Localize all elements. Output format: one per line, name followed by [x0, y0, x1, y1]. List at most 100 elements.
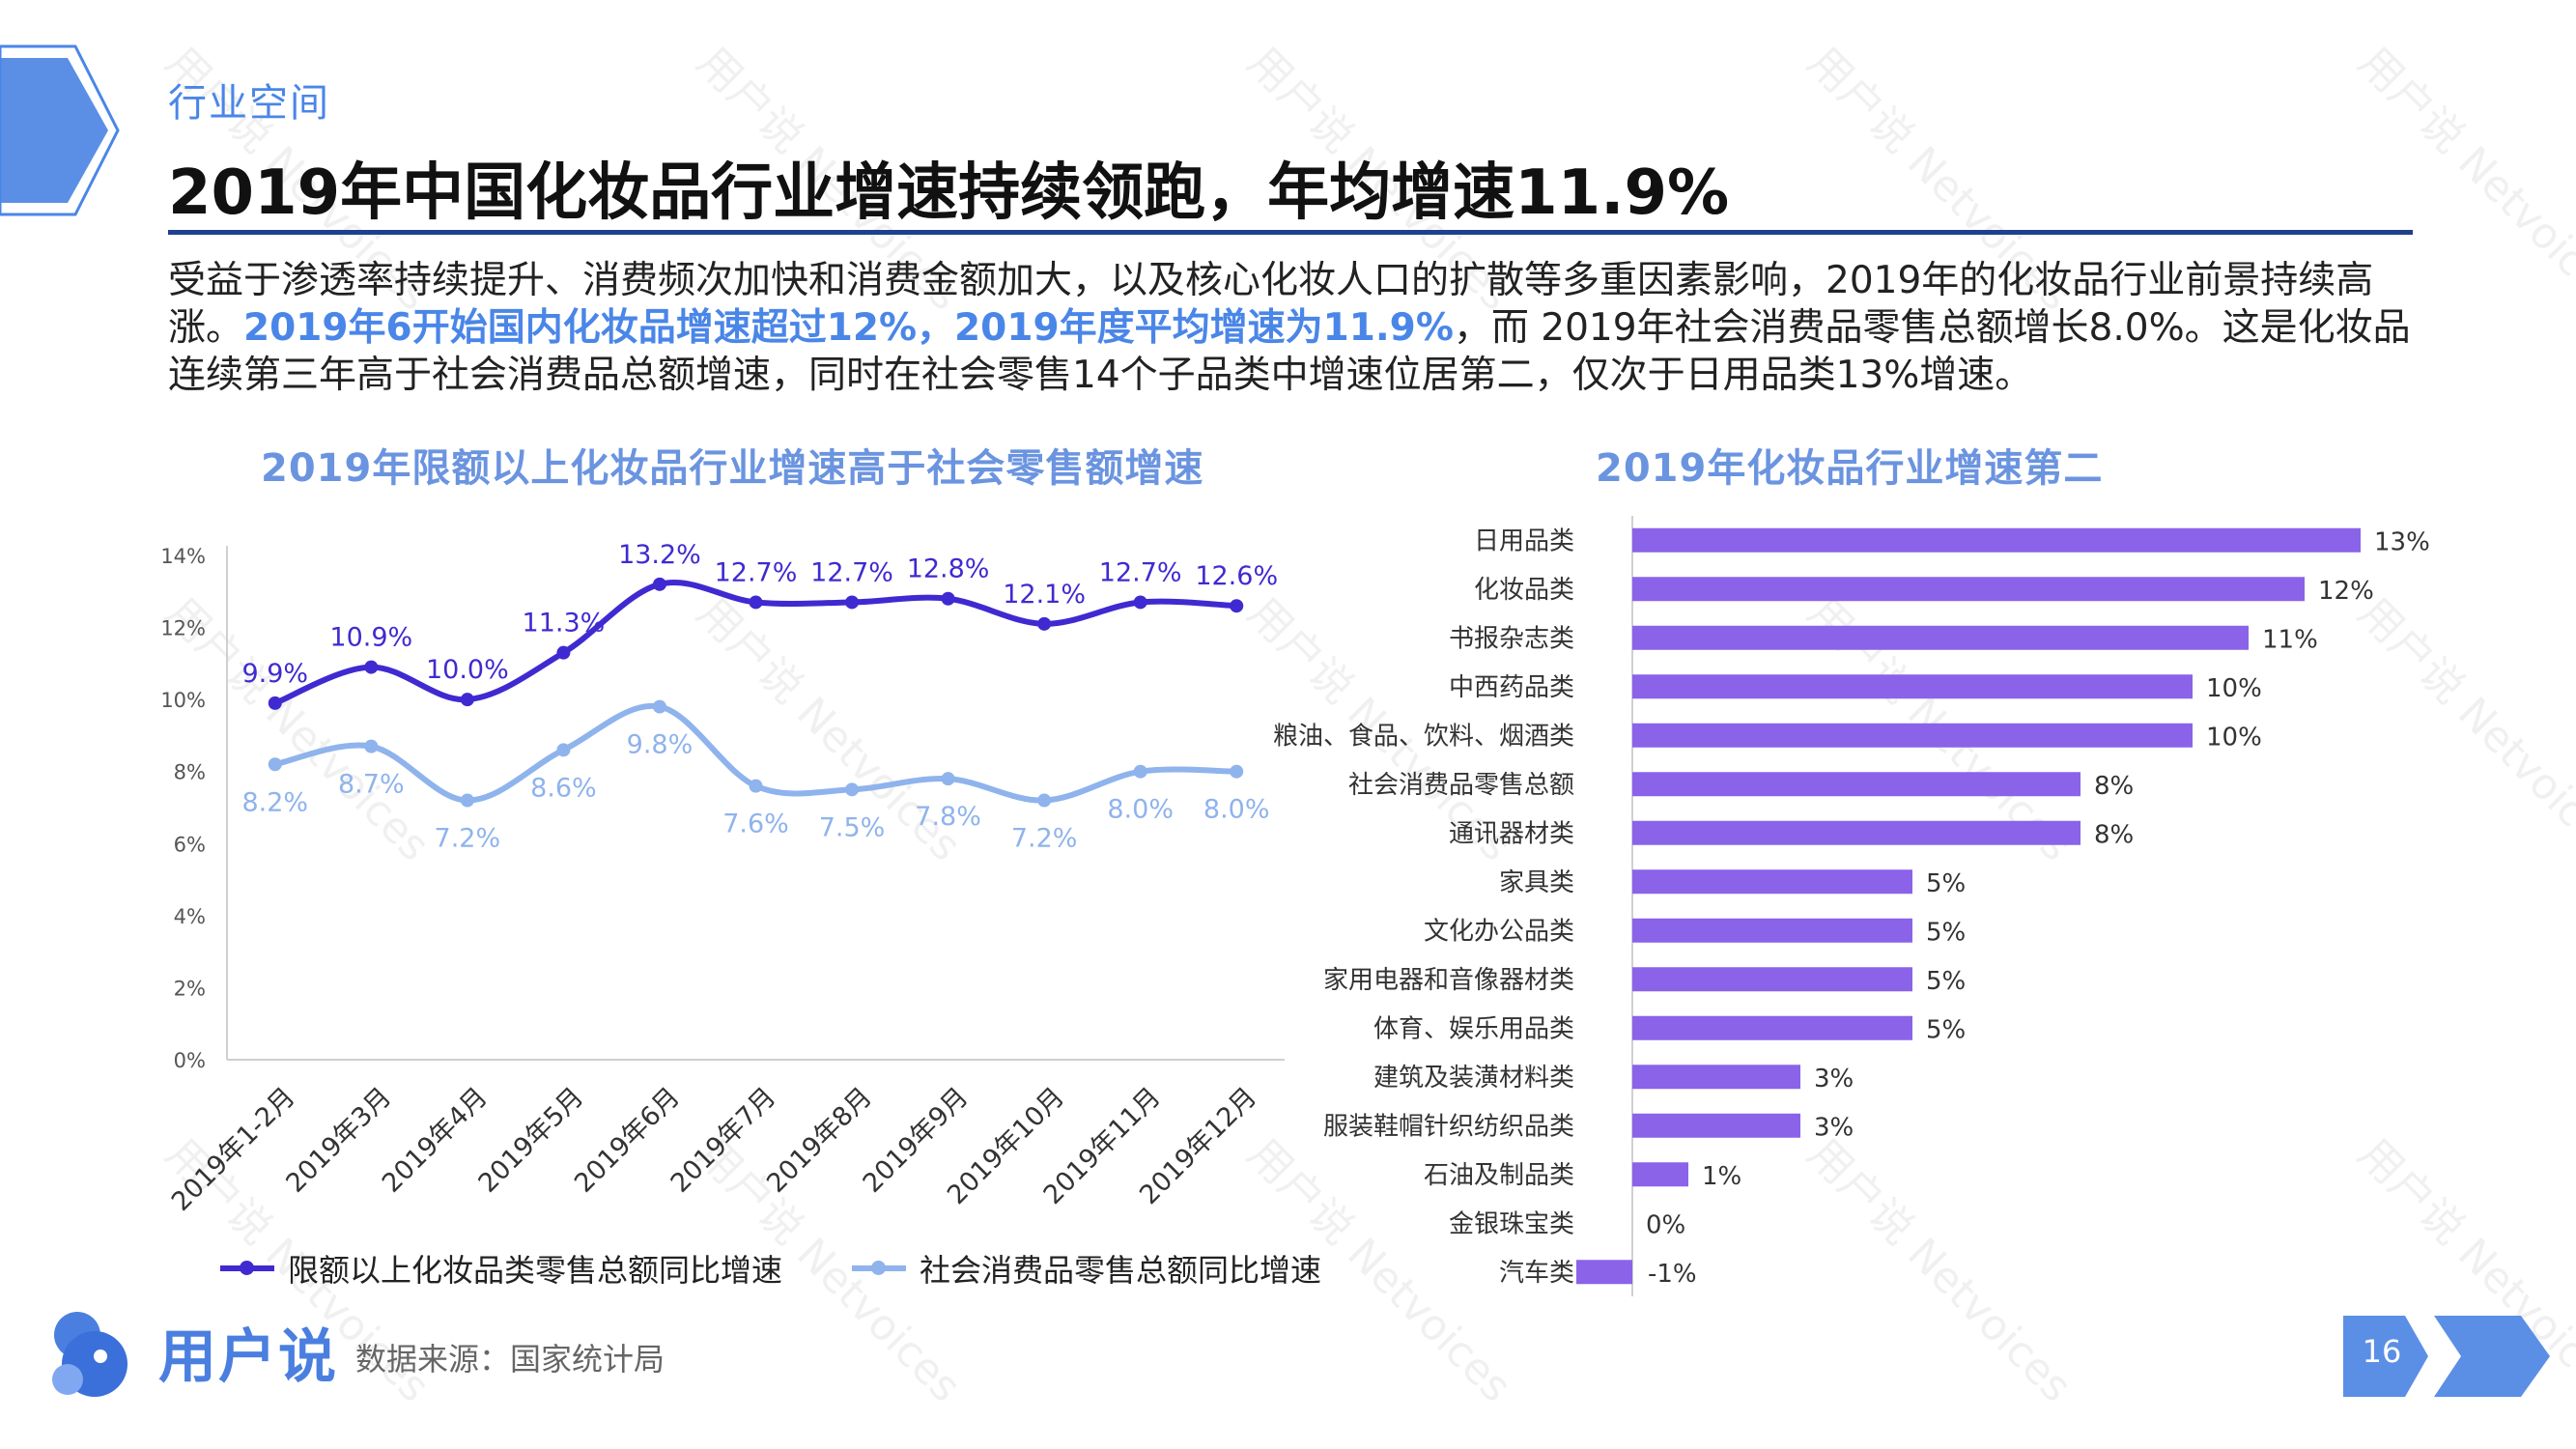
bar-value-label: 11% — [2262, 625, 2318, 654]
line-chart-title: 2019年限额以上化妆品行业增速高于社会零售额增速 — [261, 446, 1204, 491]
bar-category-label: 化妆品类 — [1474, 576, 1574, 605]
y-tick-label: 10% — [160, 689, 206, 712]
bar — [1632, 625, 2249, 650]
bar-category-label: 体育、娱乐用品类 — [1373, 1014, 1574, 1043]
bar — [1632, 772, 2081, 797]
bar-category-label: 粮油、食品、饮料、烟酒类 — [1273, 722, 1574, 751]
page-title: 2019年中国化妆品行业增速持续领跑，年均增速11.9% — [168, 157, 1730, 229]
data-label: 12.7% — [810, 557, 893, 587]
bar-value-label: 10% — [2206, 674, 2262, 703]
bar — [1632, 1065, 1800, 1090]
series-point — [268, 757, 282, 772]
brand-mark-icon — [52, 1312, 127, 1397]
data-label: 12.6% — [1195, 561, 1278, 591]
series-point — [556, 743, 571, 757]
bar-category-label: 中西药品类 — [1449, 673, 1574, 702]
bar-chart: 日用品类 13% 化妆品类 12% 书报杂志类 11% 中西药品类 10% 粮油、食品、饮料、烟… — [1273, 516, 2430, 1296]
data-label: 10.0% — [426, 655, 509, 685]
series-point — [749, 595, 763, 610]
title-divider — [168, 230, 2413, 235]
series-point — [460, 693, 474, 707]
legend-item-retail: 社会消费品零售总额同比增速 — [852, 1246, 1321, 1291]
series-point — [845, 595, 860, 610]
y-tick-label: 2% — [174, 977, 206, 1000]
series-point — [460, 793, 474, 808]
bar — [1632, 967, 1912, 992]
y-tick-label: 0% — [174, 1049, 206, 1072]
body-paragraph: 受益于渗透率持续提升、消费频次加快和消费金额加大，以及核心化妆人口的扩散等多重因… — [168, 257, 2419, 399]
legend-item-cosmetics: 限额以上化妆品类零售总额同比增速 — [220, 1246, 782, 1291]
series-point — [1133, 764, 1147, 779]
bar-value-label: 13% — [2374, 527, 2430, 556]
series-point — [941, 591, 955, 606]
series-point — [364, 660, 379, 674]
series-point — [1230, 764, 1244, 779]
y-tick-label: 4% — [174, 905, 206, 928]
bar-value-label: 1% — [1702, 1162, 1741, 1191]
bar-value-label: 5% — [1926, 918, 1966, 947]
y-tick-label: 6% — [174, 833, 206, 856]
series-point — [1230, 599, 1244, 613]
bar-value-label: 8% — [2094, 772, 2134, 801]
data-label: 8.2% — [241, 787, 308, 817]
brand-name: 用户说 — [158, 1322, 338, 1391]
series-point — [1037, 793, 1052, 808]
data-label: 10.9% — [329, 623, 412, 653]
corner-hexagon-outline — [0, 44, 120, 216]
bar — [1632, 1015, 1912, 1040]
body-highlight: 2019年6开始国内化妆品增速超过12%，2019年度平均增速为11.9% — [243, 306, 1454, 350]
data-label: 12.1% — [1003, 580, 1086, 610]
series-point — [364, 739, 379, 753]
series-point — [941, 772, 955, 786]
legend-swatch-retail — [852, 1261, 907, 1275]
series-point — [268, 696, 282, 710]
data-label: 13.2% — [618, 540, 701, 570]
bar-category-label: 汽车类 — [1499, 1259, 1574, 1288]
data-label: 7.8% — [915, 802, 981, 832]
x-tick-label: 2019年1-2月 — [166, 1082, 301, 1217]
bar-category-label: 文化办公品类 — [1424, 917, 1574, 946]
series-point — [1037, 616, 1052, 631]
bar — [1632, 674, 2193, 699]
y-tick-label: 8% — [174, 761, 206, 784]
bar-chart-title: 2019年化妆品行业增速第二 — [1596, 446, 2104, 491]
bar-value-label: 10% — [2206, 723, 2262, 752]
bar-value-label: 5% — [1926, 1015, 1966, 1044]
line-chart-legend: 限额以上化妆品类零售总额同比增速 社会消费品零售总额同比增速 — [220, 1246, 1321, 1291]
bar-value-label: 5% — [1926, 967, 1966, 996]
bar-category-label: 建筑及装潢材料类 — [1373, 1064, 1574, 1093]
data-label: 8.7% — [338, 770, 405, 800]
bar — [1632, 723, 2193, 748]
bar — [1632, 527, 2361, 553]
bar — [1632, 1113, 1800, 1138]
data-source: 数据来源：国家统计局 — [355, 1341, 665, 1378]
line-chart: 0%2%4%6%8%10%12%14%2019年1-2月2019年3月2019年… — [160, 540, 1285, 1217]
bar — [1576, 1260, 1632, 1285]
brand-logo: 用户说 — [39, 1298, 338, 1405]
bar-value-label: -1% — [1648, 1260, 1697, 1289]
data-label: 12.7% — [715, 557, 798, 587]
bar-value-label: 3% — [1814, 1065, 1854, 1094]
bar-value-label: 8% — [2094, 820, 2134, 849]
series-point — [652, 699, 666, 714]
data-label: 12.7% — [1099, 557, 1182, 587]
page-number: 16 — [2362, 1333, 2402, 1370]
data-label: 12.8% — [907, 554, 990, 584]
bar-value-label: 3% — [1814, 1113, 1854, 1142]
body-text-part1: 受益于渗透率持续提升、消费频次加快和消费金额加大，以及核心化妆人口的扩散等多重因… — [168, 259, 2374, 350]
legend-label-cosmetics: 限额以上化妆品类零售总额同比增速 — [288, 1252, 783, 1289]
data-label: 11.3% — [523, 609, 606, 639]
bar-category-label: 石油及制品类 — [1424, 1161, 1574, 1190]
body-text-part2: ，而 2019年社会消费品零售总额增长8.0%。这是化妆品连续第三年高于社会消费… — [168, 306, 2411, 397]
bar — [1632, 869, 1912, 895]
data-label: 7.2% — [1011, 824, 1078, 854]
legend-swatch-cosmetics — [220, 1261, 274, 1275]
bar-category-label: 社会消费品零售总额 — [1348, 771, 1574, 800]
bar — [1632, 577, 2305, 602]
bar-value-label: 12% — [2318, 577, 2374, 606]
data-label: 8.0% — [1203, 795, 1270, 825]
bar-value-label: 0% — [1646, 1210, 1685, 1239]
corner-hexagon-fill — [0, 58, 108, 203]
legend-label-retail: 社会消费品零售总额同比增速 — [920, 1252, 1322, 1289]
